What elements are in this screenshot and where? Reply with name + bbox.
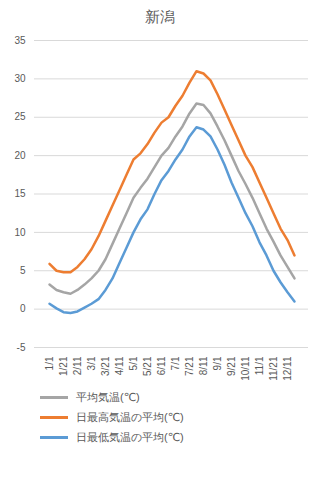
- svg-text:5: 5: [20, 265, 26, 276]
- svg-text:1/21: 1/21: [58, 356, 69, 376]
- svg-text:5/1: 5/1: [128, 356, 139, 370]
- html-text:新潟: 新潟: [145, 8, 175, 25]
- svg-text:11/21: 11/21: [268, 356, 279, 381]
- svg-text:35: 35: [14, 35, 26, 46]
- svg-text:25: 25: [14, 111, 26, 122]
- svg-text:6/11: 6/11: [156, 356, 167, 375]
- svg-text:12/11: 12/11: [282, 356, 293, 381]
- svg-text:9/21: 9/21: [226, 356, 237, 376]
- svg-text:2/11: 2/11: [72, 356, 83, 375]
- svg-text:0: 0: [20, 303, 26, 314]
- svg-text:8/11: 8/11: [198, 356, 209, 375]
- svg-text:30: 30: [14, 73, 26, 84]
- svg-text:10: 10: [14, 227, 26, 238]
- svg-text:11/1: 11/1: [254, 356, 265, 375]
- svg-text:10/11: 10/11: [240, 356, 251, 381]
- svg-text:-5: -5: [17, 342, 26, 353]
- svg-text:1/1: 1/1: [44, 356, 55, 370]
- html-text:日最高気温の平均(℃): 日最高気温の平均(℃): [76, 410, 184, 423]
- svg-text:7/21: 7/21: [184, 356, 195, 376]
- svg-text:4/11: 4/11: [114, 356, 125, 375]
- svg-text:20: 20: [14, 150, 26, 161]
- svg-text:7/1: 7/1: [170, 356, 181, 370]
- svg-text:3/21: 3/21: [100, 356, 111, 376]
- svg-text:5/21: 5/21: [142, 356, 153, 376]
- svg-text:15: 15: [14, 188, 26, 199]
- svg-text:9/1: 9/1: [212, 356, 223, 370]
- html-text:平均気温(℃): 平均気温(℃): [76, 390, 140, 403]
- html-text:日最低気温の平均(℃): 日最低気温の平均(℃): [76, 430, 184, 443]
- svg-text:3/1: 3/1: [86, 356, 97, 370]
